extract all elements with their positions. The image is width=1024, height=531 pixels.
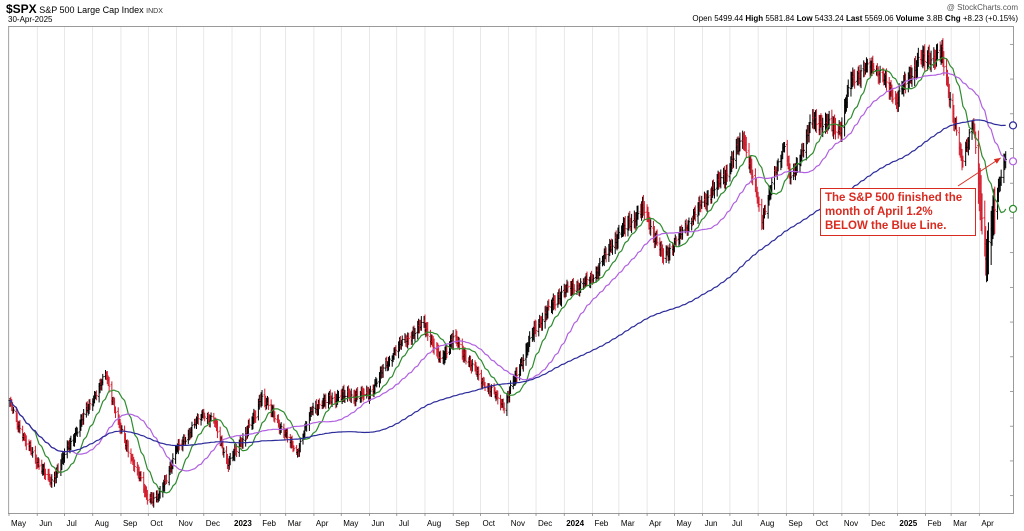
- chart-title: $SPX S&P 500 Large Cap Index INDX: [6, 2, 163, 16]
- ma-20-line: [9, 56, 1007, 494]
- annotation-box: The S&P 500 finished the month of April …: [820, 188, 976, 236]
- x-tick-label: 2025: [899, 519, 917, 528]
- x-tick-label: Nov: [511, 519, 525, 528]
- high-value: 5581.84: [765, 14, 795, 23]
- x-tick-label: Apr: [649, 519, 662, 528]
- x-tick-label: Oct: [483, 519, 496, 528]
- chart-date: 30-Apr-2025: [8, 15, 53, 24]
- x-tick-label: Jul: [399, 519, 409, 528]
- credit-text: @ StockCharts.com: [946, 3, 1018, 12]
- x-tick-label: Feb: [262, 519, 276, 528]
- x-tick-label: Jun: [39, 519, 52, 528]
- ma-200-end-marker: [1008, 121, 1018, 130]
- open-label: Open: [692, 14, 712, 23]
- x-tick-label: Dec: [871, 519, 885, 528]
- x-tick-label: Mar: [621, 519, 635, 528]
- volume-value: 3.8B: [926, 14, 943, 23]
- x-tick-label: Aug: [95, 519, 109, 528]
- chg-label: Chg: [945, 14, 961, 23]
- x-tick-label: May: [343, 519, 358, 528]
- x-tick-label: Sep: [788, 519, 803, 528]
- x-tick-label: May: [676, 519, 691, 528]
- x-tick-label: Feb: [594, 519, 608, 528]
- index-name: S&P 500 Large Cap Index: [39, 5, 144, 15]
- x-tick-label: Dec: [206, 519, 220, 528]
- last-value: 5569.06: [864, 14, 894, 23]
- volume-label: Volume: [895, 14, 925, 23]
- x-tick-label: Aug: [427, 519, 441, 528]
- low-value: 5433.24: [814, 14, 844, 23]
- x-tick-label: Oct: [150, 519, 163, 528]
- x-tick-label: Sep: [455, 519, 470, 528]
- high-label: High: [745, 14, 764, 23]
- annotation-line-2: month of April 1.2%: [825, 206, 933, 218]
- x-tick-label: Sep: [123, 519, 138, 528]
- annotation-arrow-line: [957, 157, 1001, 187]
- annotation-line-3: BELOW the Blue Line.: [825, 220, 947, 232]
- exchange: INDX: [146, 8, 163, 15]
- ma-50-line: [9, 72, 1007, 472]
- x-tick-label: Aug: [760, 519, 774, 528]
- x-tick-label: Apr: [316, 519, 329, 528]
- x-tick-label: Nov: [844, 519, 858, 528]
- x-tick-label: Jul: [732, 519, 742, 528]
- symbol: $SPX: [6, 2, 37, 16]
- plot-frame: [8, 26, 1014, 514]
- x-tick-label: Nov: [178, 519, 192, 528]
- x-tick-label: Jun: [371, 519, 384, 528]
- x-tick-label: Jun: [705, 519, 718, 528]
- x-tick-label: Oct: [816, 519, 829, 528]
- annotation-arrow-head: [993, 157, 1001, 164]
- last-label: Last: [845, 14, 863, 23]
- x-tick-label: Jul: [67, 519, 77, 528]
- x-tick-label: Mar: [953, 519, 967, 528]
- annotation-line-1: The S&P 500 finished the: [825, 192, 963, 204]
- ma-50-end-marker: [1008, 157, 1018, 166]
- quote-bar: Open 5499.44 High 5581.84 Low 5433.24 La…: [692, 14, 1018, 23]
- x-tick-label: Mar: [288, 519, 302, 528]
- x-tick-label: Dec: [538, 519, 552, 528]
- open-value: 5499.44: [714, 14, 744, 23]
- low-label: Low: [796, 14, 813, 23]
- chg-value: +8.23 (+0.15%): [962, 14, 1018, 23]
- ma-20-end-marker: [1008, 204, 1018, 213]
- x-tick-label: 2024: [566, 519, 584, 528]
- x-tick-label: Feb: [928, 519, 942, 528]
- x-tick-label: May: [11, 519, 26, 528]
- x-tick-label: Apr: [981, 519, 994, 528]
- x-tick-label: 2023: [234, 519, 252, 528]
